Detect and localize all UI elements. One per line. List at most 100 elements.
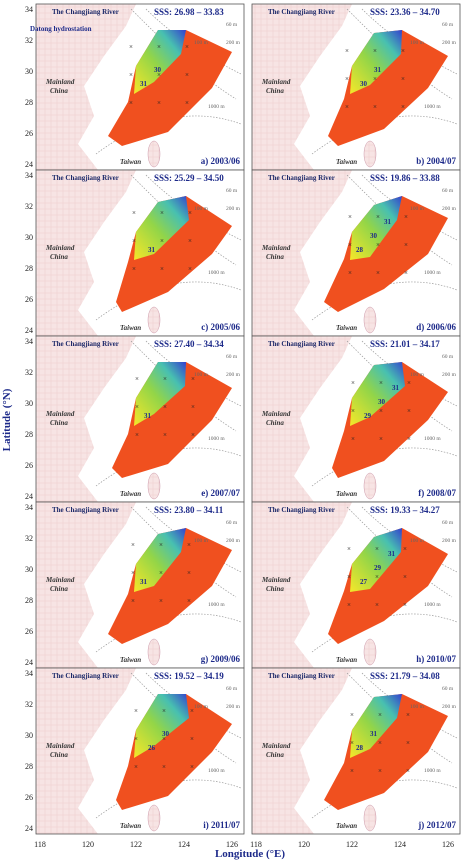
depth-label: 100 m [410, 372, 425, 378]
depth-label: 1000 m [208, 602, 225, 608]
y-tick-label: 30 [25, 731, 33, 740]
river-label: The Changjiang River [52, 340, 119, 348]
depth-label: 100 m [194, 372, 209, 378]
depth-label: 60 m [226, 686, 238, 692]
station: × [160, 209, 164, 217]
panel-label: e) 2007/07 [201, 488, 240, 498]
y-tick-label: 28 [25, 596, 33, 605]
station: × [348, 269, 352, 277]
station: × [187, 569, 191, 577]
depth-label: 60 m [226, 22, 238, 28]
station: × [373, 75, 377, 83]
station: × [191, 375, 195, 383]
depth-label: 60 m [226, 188, 238, 194]
river-label: The Changjiang River [268, 174, 335, 182]
depth-label: 1000 m [208, 270, 225, 276]
depth-label: 200 m [226, 538, 241, 544]
station: × [191, 403, 195, 411]
station: × [135, 375, 139, 383]
station: × [157, 43, 161, 51]
low-salinity-plume [350, 528, 402, 592]
sss-range: SSS: 27.40 – 34.34 [154, 339, 224, 349]
mainland-label: Mainland [261, 244, 291, 252]
x-tick-label: 124 [394, 840, 406, 849]
y-tick-label: 30 [25, 565, 33, 574]
mainland-label: China [266, 253, 284, 261]
station: × [406, 711, 410, 719]
contour-label: 27 [360, 578, 368, 586]
y-tick-label: 30 [25, 399, 33, 408]
depth-label: 200 m [442, 206, 457, 212]
y-axis-label: Latitude (°N) [1, 388, 13, 451]
station: × [190, 735, 194, 743]
station: × [406, 767, 410, 775]
depth-label: 60 m [442, 22, 454, 28]
river-label: The Changjiang River [268, 8, 335, 16]
station: × [129, 43, 133, 51]
station: × [351, 407, 355, 415]
contour-label: 28 [356, 744, 364, 752]
y-tick-label: 34 [25, 5, 33, 14]
y-tick-label: 24 [25, 824, 33, 833]
mainland-label: Mainland [45, 78, 75, 86]
station: × [157, 71, 161, 79]
depth-label: 200 m [226, 40, 241, 46]
station-label: Datong hydrostation [30, 25, 92, 33]
station: × [185, 99, 189, 107]
station: × [407, 435, 411, 443]
station: × [162, 707, 166, 715]
island [147, 140, 161, 168]
station: × [379, 379, 383, 387]
island [147, 472, 161, 500]
station: × [187, 597, 191, 605]
contour-label: 26 [148, 744, 156, 752]
river-label: The Changjiang River [268, 506, 335, 514]
station: × [375, 573, 379, 581]
survey-area [108, 528, 232, 644]
taiwan-label: Taiwan [336, 822, 357, 830]
contour-label: 31 [388, 550, 396, 558]
y-tick-label: 34 [25, 171, 33, 180]
mainland-label: China [50, 751, 68, 759]
depth-label: 1000 m [208, 768, 225, 774]
y-tick-label: 32 [25, 368, 33, 377]
y-tick-label: 34 [25, 503, 33, 512]
map-panel: × × × × × × × × × The Changjiang River SSS: 19.52 … [25, 667, 245, 835]
river-label: The Changjiang River [52, 8, 119, 16]
depth-label: 1000 m [424, 768, 441, 774]
station: × [188, 265, 192, 273]
mainland-label: China [50, 419, 68, 427]
y-tick-label: 30 [25, 67, 33, 76]
contour-label: 31 [140, 80, 148, 88]
island [147, 638, 161, 666]
station: × [134, 735, 138, 743]
y-tick-label: 34 [25, 337, 33, 346]
station: × [407, 379, 411, 387]
y-tick-label: 24 [25, 326, 33, 335]
y-tick-label: 28 [25, 430, 33, 439]
y-tick-label: 30 [25, 233, 33, 242]
contour-label: 31 [148, 246, 156, 254]
depth-label: 100 m [410, 704, 425, 710]
survey-area [108, 30, 232, 146]
station: × [347, 573, 351, 581]
station: × [187, 541, 191, 549]
depth-label: 100 m [410, 538, 425, 544]
y-tick-label: 24 [25, 658, 33, 667]
x-tick-label: 118 [250, 840, 262, 849]
y-tick-label: 32 [25, 36, 33, 45]
station: × [190, 707, 194, 715]
sss-range: SSS: 21.01 – 34.17 [370, 339, 440, 349]
depth-label: 100 m [194, 538, 209, 544]
station: × [373, 47, 377, 55]
panel-label: f) 2008/07 [418, 488, 456, 498]
station: × [403, 545, 407, 553]
map-panel: × × × × × × × × × The Changjiang River SSS: 21.01 … [251, 335, 461, 503]
mainland-label: Mainland [261, 742, 291, 750]
sss-range: SSS: 23.80 – 34.11 [154, 505, 224, 515]
low-salinity-plume [134, 30, 186, 94]
depth-label: 200 m [442, 372, 457, 378]
contour-label: 30 [154, 66, 162, 74]
panel-label: d) 2006/06 [416, 322, 456, 332]
